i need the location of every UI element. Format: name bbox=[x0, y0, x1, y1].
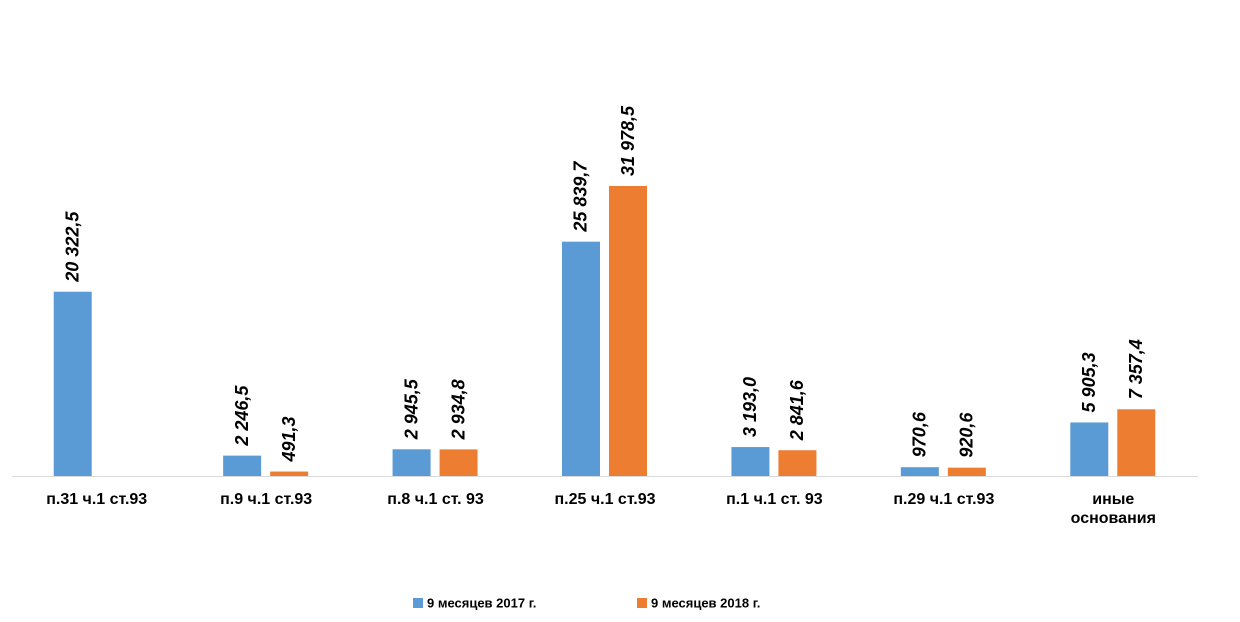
x-tick-label: иные основания bbox=[1070, 491, 1156, 527]
bar bbox=[53, 291, 92, 476]
data-label: 3 193,0 bbox=[740, 377, 760, 437]
data-label: 2 945,5 bbox=[401, 378, 421, 440]
data-label: 20 322,5 bbox=[62, 211, 82, 283]
bar bbox=[392, 449, 431, 476]
bar bbox=[778, 450, 817, 476]
legend-swatch bbox=[413, 598, 423, 608]
bar bbox=[1117, 409, 1156, 476]
bar bbox=[1070, 422, 1109, 476]
bar bbox=[270, 471, 309, 476]
data-label: 5 905,3 bbox=[1079, 352, 1099, 412]
legend-swatch bbox=[637, 598, 647, 608]
x-tick-label: п.1 ч.1 ст. 93 bbox=[726, 491, 823, 508]
bar bbox=[439, 449, 478, 476]
x-tick-label: п.25 ч.1 ст.93 bbox=[554, 491, 656, 508]
data-label: 7 357,4 bbox=[1126, 339, 1146, 399]
bar bbox=[223, 455, 262, 476]
bar bbox=[947, 467, 986, 476]
data-label: 25 839,7 bbox=[571, 161, 591, 233]
data-label: 2 841,6 bbox=[787, 379, 807, 441]
data-label: 920,6 bbox=[957, 412, 977, 458]
x-tick-label: п.29 ч.1 ст.93 bbox=[893, 491, 995, 508]
x-tick-label: п.9 ч.1 ст.93 bbox=[220, 491, 313, 508]
bar bbox=[731, 447, 770, 476]
bar bbox=[609, 186, 647, 476]
data-label: 491,3 bbox=[279, 416, 299, 462]
data-label: 970,6 bbox=[910, 411, 930, 457]
x-tick-label: п.31 ч.1 ст.93 bbox=[46, 491, 148, 508]
data-label: 2 246,5 bbox=[232, 385, 252, 447]
bar bbox=[900, 467, 939, 476]
data-label: 31 978,5 bbox=[618, 105, 638, 176]
data-label: 2 934,8 bbox=[448, 379, 468, 440]
x-tick-label: п.8 ч.1 ст. 93 bbox=[387, 491, 484, 508]
legend-label: 9 месяцев 2018 г. bbox=[651, 595, 760, 610]
legend-label: 9 месяцев 2017 г. bbox=[427, 595, 536, 610]
bar bbox=[562, 241, 600, 476]
